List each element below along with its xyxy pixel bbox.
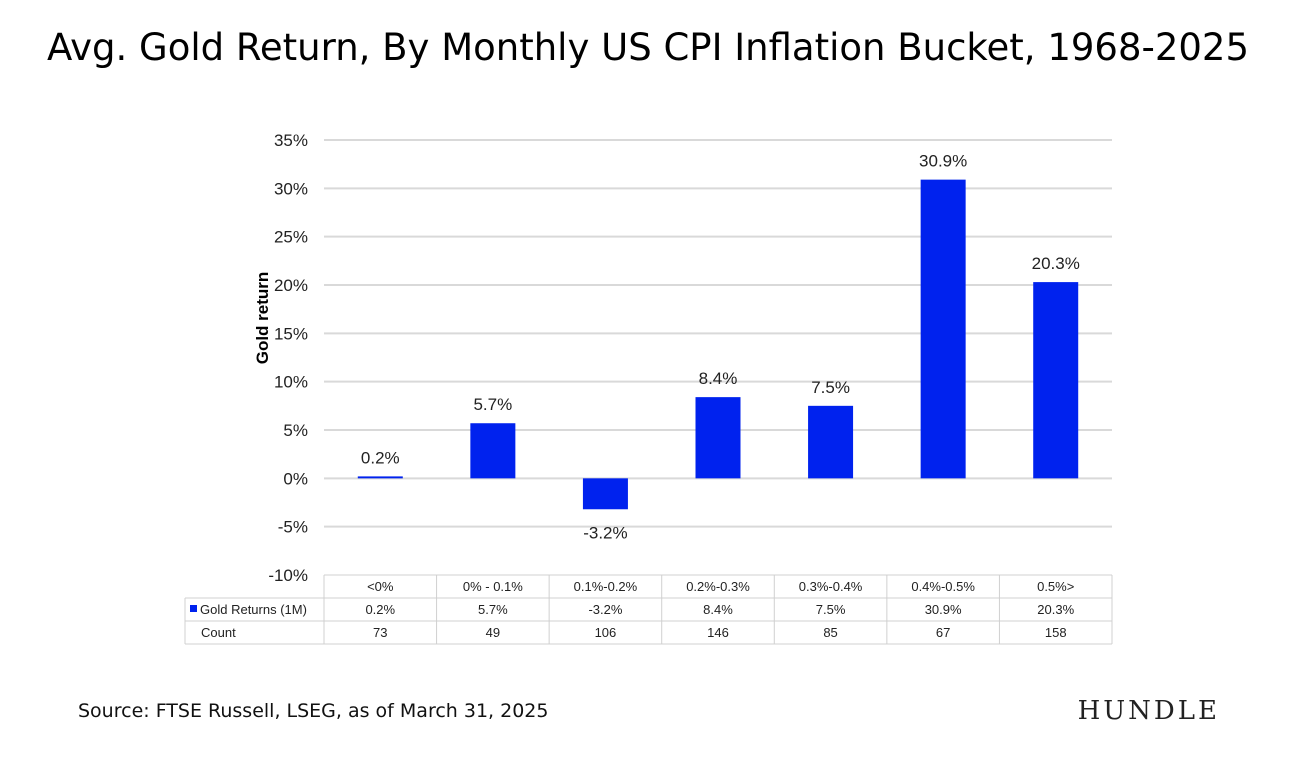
x-tick-label: 0.2%-0.3% [686, 579, 750, 594]
table-cell: 49 [486, 625, 500, 640]
table-cell: 158 [1045, 625, 1067, 640]
data-label: 0.2% [361, 448, 400, 467]
table-cell: 20.3% [1037, 602, 1074, 617]
data-label: 20.3% [1032, 254, 1080, 273]
brand-logo: HUNDLE [1077, 696, 1220, 726]
data-label: 7.5% [811, 378, 850, 397]
legend-swatch [190, 605, 197, 612]
bar [920, 179, 966, 479]
source-note: Source: FTSE Russell, LSEG, as of March … [78, 700, 549, 722]
x-tick-label: <0% [367, 579, 394, 594]
table-cell: 8.4% [703, 602, 733, 617]
bars [357, 179, 1079, 510]
table-cell: 7.5% [816, 602, 846, 617]
y-tick-label: 30% [274, 179, 308, 198]
y-tick-label: -10% [268, 566, 308, 585]
y-axis-label: Gold return [253, 272, 272, 365]
y-tick-label: 25% [274, 228, 308, 247]
table-cell: 30.9% [925, 602, 962, 617]
bar [582, 478, 628, 510]
data-label: 5.7% [473, 395, 512, 414]
y-tick-label: 5% [283, 421, 308, 440]
y-axis-ticks: 35% 30% 25% 20% 15% 10% 5% 0% -5% -10% [268, 131, 308, 585]
data-labels: 0.2% 5.7% -3.2% 8.4% 7.5% 30.9% 20.3% [361, 152, 1080, 543]
table-row-label: Count [201, 625, 236, 640]
data-table: <0% 0% - 0.1% 0.1%-0.2% 0.2%-0.3% 0.3%-0.4% 0… [184, 574, 1113, 645]
x-tick-label: 0% - 0.1% [463, 579, 523, 594]
bar [695, 397, 741, 479]
page-title: Avg. Gold Return, By Monthly US CPI Infl… [46, 26, 1249, 69]
y-tick-label: 10% [274, 373, 308, 392]
data-label: 30.9% [919, 152, 967, 171]
bar [808, 405, 854, 479]
table-cell: -3.2% [588, 602, 622, 617]
data-label: 8.4% [699, 369, 738, 388]
legend-entry: Gold Returns (1M) [200, 602, 307, 617]
table-cell: 0.2% [365, 602, 395, 617]
bar [1033, 282, 1079, 479]
table-cell: 5.7% [478, 602, 508, 617]
table-cell: 67 [936, 625, 950, 640]
bar [470, 423, 516, 479]
y-tick-label: -5% [278, 518, 308, 537]
bar [357, 476, 403, 479]
y-tick-label: 20% [274, 276, 308, 295]
y-tick-label: 35% [274, 131, 308, 150]
x-tick-label: 0.3%-0.4% [799, 579, 863, 594]
table-cell: 106 [595, 625, 617, 640]
x-tick-label: 0.4%-0.5% [911, 579, 975, 594]
data-label: -3.2% [583, 523, 627, 542]
x-tick-label: 0.5%> [1037, 579, 1074, 594]
table-cell: 73 [373, 625, 387, 640]
y-tick-label: 0% [283, 469, 308, 488]
table-cell: 146 [707, 625, 729, 640]
x-tick-label: 0.1%-0.2% [574, 579, 638, 594]
grid-lines [324, 139, 1112, 528]
table-cell: 85 [823, 625, 837, 640]
y-tick-label: 15% [274, 324, 308, 343]
